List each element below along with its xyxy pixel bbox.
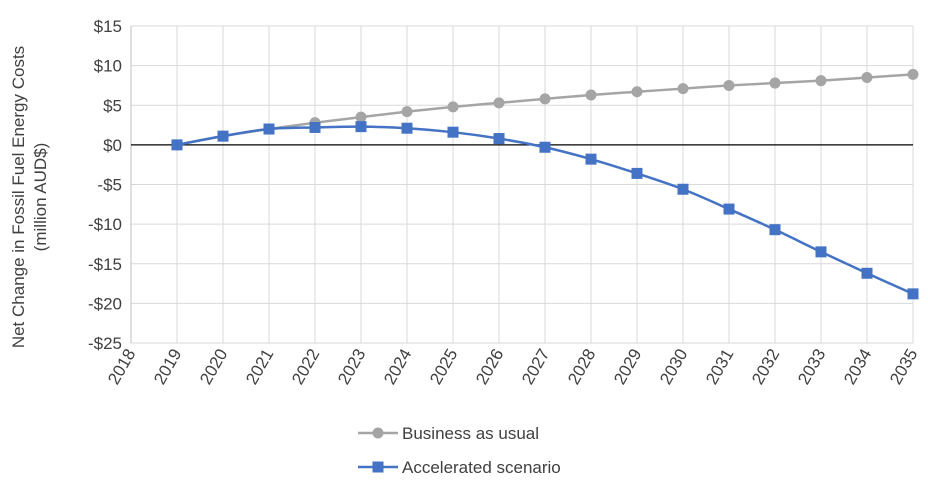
series <box>171 68 919 300</box>
x-tick-label: 2025 <box>426 346 461 388</box>
data-point-business-as-usual <box>401 106 413 118</box>
data-point-accelerated-scenario <box>401 122 413 134</box>
x-tick-label: 2023 <box>334 346 369 388</box>
x-tick-label: 2022 <box>288 346 323 388</box>
data-point-accelerated-scenario <box>723 203 735 215</box>
data-point-business-as-usual <box>355 111 367 123</box>
data-point-accelerated-scenario <box>861 267 873 279</box>
legend-item-accelerated-scenario: Accelerated scenario <box>358 458 561 477</box>
data-point-accelerated-scenario <box>815 246 827 258</box>
x-tick-label: 2035 <box>886 346 921 388</box>
y-tick-label: -$5 <box>97 176 122 195</box>
gridlines <box>130 25 914 344</box>
data-point-business-as-usual <box>861 72 873 84</box>
x-tick-label: 2027 <box>518 346 553 388</box>
data-point-accelerated-scenario <box>493 133 505 145</box>
data-point-accelerated-scenario <box>677 183 689 195</box>
data-point-accelerated-scenario <box>263 123 275 135</box>
data-point-accelerated-scenario <box>539 141 551 153</box>
legend-item-business-as-usual: Business as usual <box>358 424 539 443</box>
y-tick-label: $15 <box>94 17 122 36</box>
x-tick-label: 2028 <box>564 346 599 388</box>
data-point-business-as-usual <box>723 79 735 91</box>
data-point-business-as-usual <box>585 89 597 101</box>
data-point-business-as-usual <box>907 68 919 80</box>
y-tick-label: $0 <box>103 136 122 155</box>
x-tick-label: 2020 <box>196 346 231 388</box>
x-tick-label: 2034 <box>840 346 875 388</box>
data-point-accelerated-scenario <box>171 139 183 151</box>
x-tick-label: 2031 <box>702 346 737 388</box>
data-point-accelerated-scenario <box>907 288 919 300</box>
y-tick-label: -$10 <box>88 215 122 234</box>
data-point-accelerated-scenario <box>217 130 229 142</box>
y-tick-label: -$15 <box>88 255 122 274</box>
data-point-accelerated-scenario <box>447 126 459 138</box>
y-axis-title-line-2: (million AUD$) <box>31 143 50 252</box>
data-point-accelerated-scenario <box>309 121 321 133</box>
data-point-business-as-usual <box>677 83 689 95</box>
data-point-business-as-usual <box>631 86 643 98</box>
data-point-accelerated-scenario <box>769 224 781 236</box>
x-tick-label: 2030 <box>656 346 691 388</box>
x-tick-label: 2021 <box>242 346 277 388</box>
x-tick-label: 2029 <box>610 346 645 388</box>
x-tick-label: 2019 <box>150 346 185 388</box>
data-point-business-as-usual <box>539 93 551 105</box>
y-axis-title-line-1: Net Change in Fossil Fuel Energy Costs <box>9 46 28 348</box>
data-point-business-as-usual <box>493 97 505 109</box>
y-tick-label: $10 <box>94 57 122 76</box>
data-point-accelerated-scenario <box>585 153 597 165</box>
y-tick-label: -$20 <box>88 294 122 313</box>
x-tick-label: 2026 <box>472 346 507 388</box>
x-tick-label: 2024 <box>380 346 415 388</box>
y-tick-label: $5 <box>103 96 122 115</box>
x-tick-label: 2033 <box>794 346 829 388</box>
data-point-business-as-usual <box>769 77 781 89</box>
legend: Business as usual Accelerated scenario <box>358 424 561 477</box>
x-tick-label: 2032 <box>748 346 783 388</box>
data-point-accelerated-scenario <box>631 167 643 179</box>
legend-marker-accelerated-scenario <box>372 461 384 473</box>
data-point-business-as-usual <box>447 101 459 113</box>
data-point-business-as-usual <box>815 75 827 87</box>
y-axis-title: Net Change in Fossil Fuel Energy Costs (… <box>9 46 50 348</box>
data-point-accelerated-scenario <box>355 121 367 133</box>
legend-label-accelerated-scenario: Accelerated scenario <box>402 458 561 477</box>
legend-label-business-as-usual: Business as usual <box>402 424 539 443</box>
legend-marker-business-as-usual <box>372 427 384 439</box>
y-tick-label: -$25 <box>88 334 122 353</box>
